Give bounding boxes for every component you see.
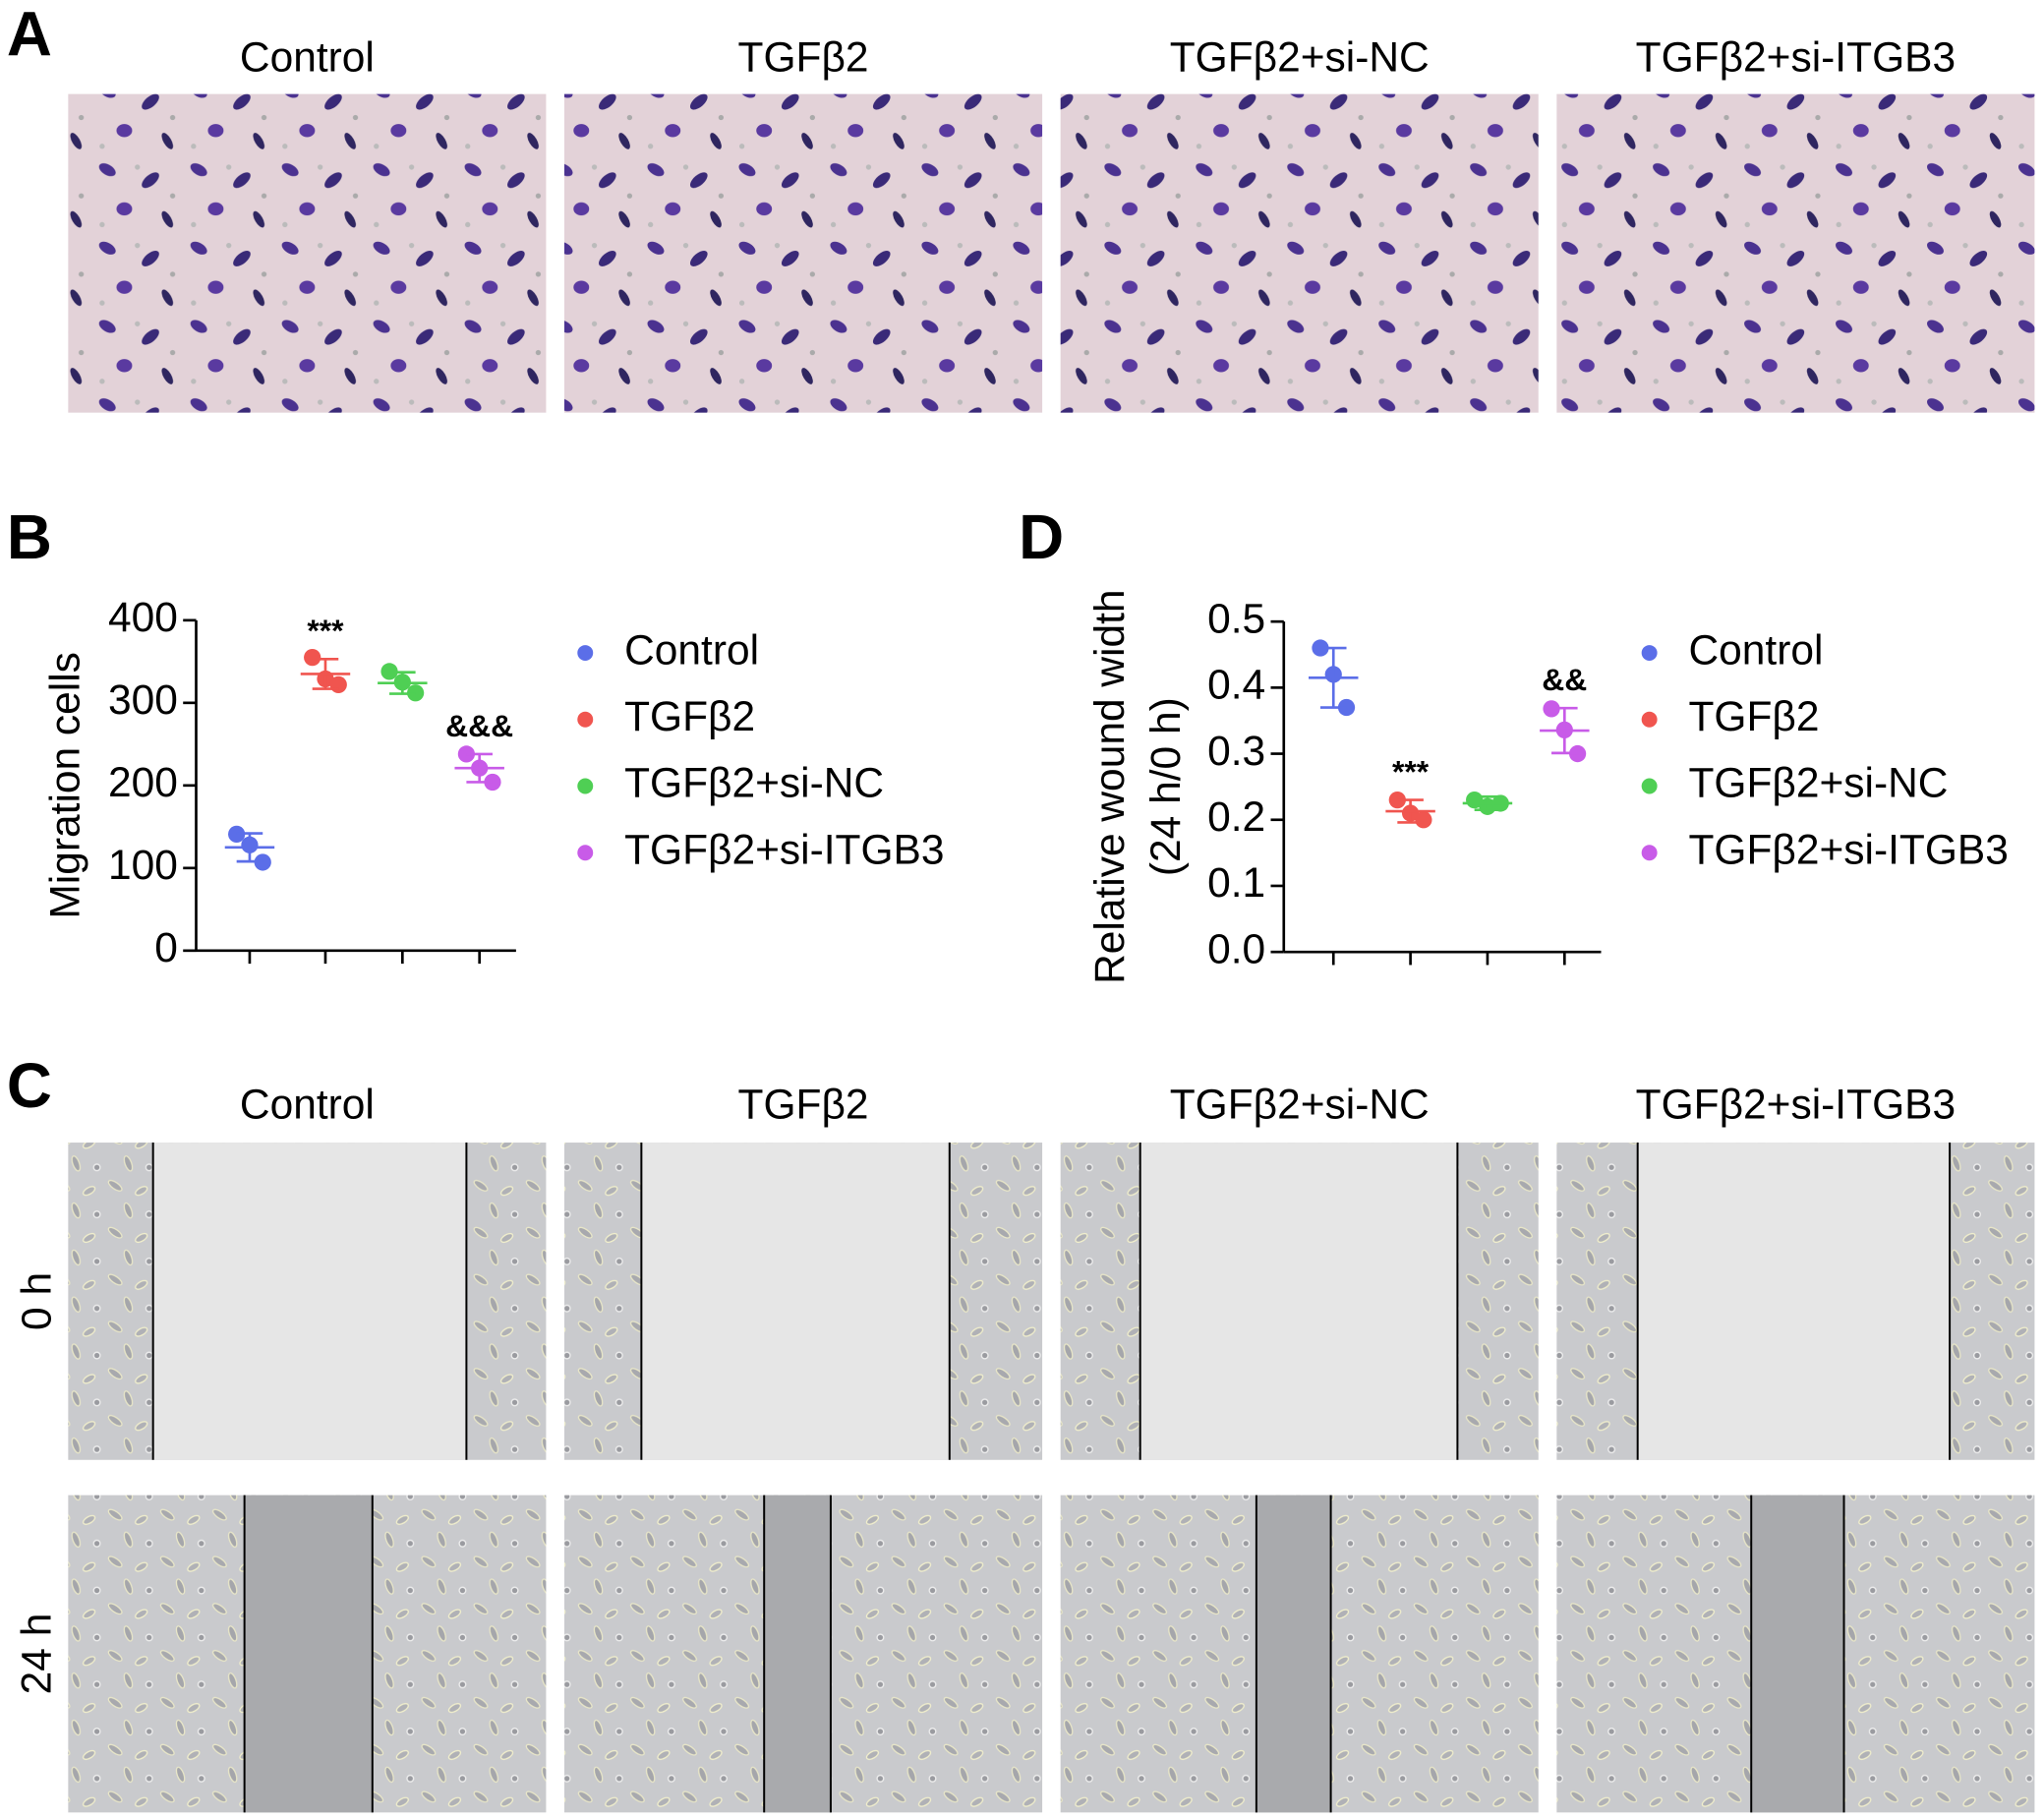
- y-tick-label: 0.2: [1207, 794, 1265, 841]
- wound-gap: [764, 1495, 831, 1813]
- legend-marker: [577, 645, 594, 662]
- y-tick-label: 200: [108, 760, 178, 806]
- wound-gap: [1256, 1495, 1331, 1813]
- column-label: Control: [240, 1082, 375, 1128]
- column-label: Control: [240, 34, 375, 81]
- y-tick-label: 300: [108, 677, 178, 724]
- column-label: TGFβ2+si-NC: [1170, 1082, 1430, 1128]
- micrograph: [564, 93, 1043, 413]
- column-label: TGFβ2+si-NC: [1170, 34, 1430, 81]
- legend-label: Control: [1688, 627, 1823, 674]
- y-tick-label: 400: [108, 595, 178, 641]
- y-tick-label: 100: [108, 843, 178, 889]
- legend-label: Control: [624, 627, 759, 674]
- legend-label: TGFβ2+si-ITGB3: [624, 827, 944, 873]
- data-point: [304, 649, 321, 667]
- panel-letter: D: [1019, 501, 1064, 572]
- data-point: [329, 675, 347, 693]
- significance-label: ***: [307, 613, 344, 648]
- data-point: [254, 853, 271, 871]
- legend-marker: [1641, 778, 1658, 794]
- panel-letter: A: [7, 0, 52, 70]
- micrograph: [1060, 93, 1539, 413]
- y-tick-label: 0.1: [1207, 860, 1265, 907]
- y-axis-label: Migration cells: [43, 652, 89, 919]
- y-tick-label: 0.3: [1207, 729, 1265, 775]
- column-label: TGFβ2: [738, 1082, 869, 1128]
- legend-marker: [577, 778, 594, 794]
- y-axis-label: Relative wound width: [1087, 589, 1134, 983]
- significance-label: &&: [1542, 662, 1587, 697]
- wound-gap: [1139, 1143, 1458, 1460]
- legend-marker: [577, 845, 594, 861]
- wound-gap: [244, 1495, 373, 1813]
- column-label: TGFβ2+si-ITGB3: [1636, 1082, 1956, 1128]
- y-tick-label: 0: [154, 925, 178, 971]
- column-label: TGFβ2: [738, 34, 869, 81]
- row-label: 24 h: [14, 1614, 60, 1695]
- legend-label: TGFβ2+si-NC: [1688, 761, 1948, 807]
- y-tick-label: 0.5: [1207, 596, 1265, 642]
- legend-marker: [1641, 711, 1658, 728]
- legend-marker: [577, 711, 594, 728]
- micrograph: [68, 93, 547, 413]
- column-label: TGFβ2+si-ITGB3: [1636, 34, 1956, 81]
- wound-gap: [641, 1143, 950, 1460]
- significance-label: &&&: [445, 708, 513, 743]
- legend-marker: [1641, 645, 1658, 662]
- legend-label: TGFβ2: [1688, 694, 1819, 740]
- legend-label: TGFβ2+si-ITGB3: [1688, 827, 2008, 873]
- panel-letter: C: [7, 1050, 52, 1121]
- wound-gap: [1751, 1495, 1844, 1813]
- micrograph: [1556, 93, 2035, 413]
- wound-gap: [152, 1143, 467, 1460]
- legend-label: TGFβ2: [624, 694, 755, 740]
- panel-letter: B: [7, 501, 52, 572]
- row-label: 0 h: [14, 1272, 60, 1330]
- legend-label: TGFβ2+si-NC: [624, 761, 884, 807]
- significance-label: ***: [1392, 753, 1430, 789]
- y-tick-label: 0.4: [1207, 663, 1265, 709]
- legend-marker: [1641, 845, 1658, 861]
- wound-gap: [1637, 1143, 1951, 1460]
- y-axis-label: (24 h/0 h): [1143, 697, 1190, 876]
- y-tick-label: 0.0: [1207, 926, 1265, 972]
- data-point: [1415, 811, 1432, 829]
